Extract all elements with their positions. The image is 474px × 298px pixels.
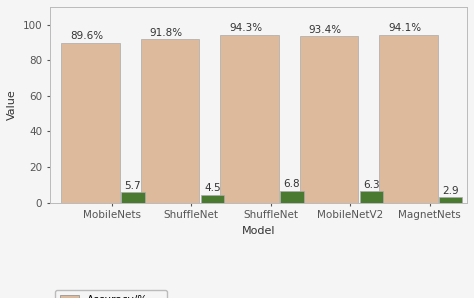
Text: 89.6%: 89.6% xyxy=(70,32,103,41)
Bar xyxy=(379,35,438,203)
Text: 93.4%: 93.4% xyxy=(309,25,342,35)
Text: 6.8: 6.8 xyxy=(283,179,300,189)
Bar xyxy=(360,191,383,203)
Bar xyxy=(62,43,120,203)
X-axis label: Model: Model xyxy=(242,226,275,236)
Text: 5.7: 5.7 xyxy=(125,181,141,191)
Text: 91.8%: 91.8% xyxy=(150,27,183,38)
Bar xyxy=(201,195,224,203)
Bar xyxy=(141,39,200,203)
Text: 4.5: 4.5 xyxy=(204,183,221,193)
Legend: Accuracy/%, Model size/MB: Accuracy/%, Model size/MB xyxy=(55,290,167,298)
Bar xyxy=(300,36,358,203)
Bar xyxy=(439,198,462,203)
Text: 94.3%: 94.3% xyxy=(229,23,262,33)
Bar xyxy=(121,193,145,203)
Text: 94.1%: 94.1% xyxy=(388,24,421,33)
Bar xyxy=(280,190,303,203)
Text: 6.3: 6.3 xyxy=(363,180,380,190)
Bar xyxy=(220,35,279,203)
Text: 2.9: 2.9 xyxy=(442,186,459,196)
Y-axis label: Value: Value xyxy=(7,89,17,120)
